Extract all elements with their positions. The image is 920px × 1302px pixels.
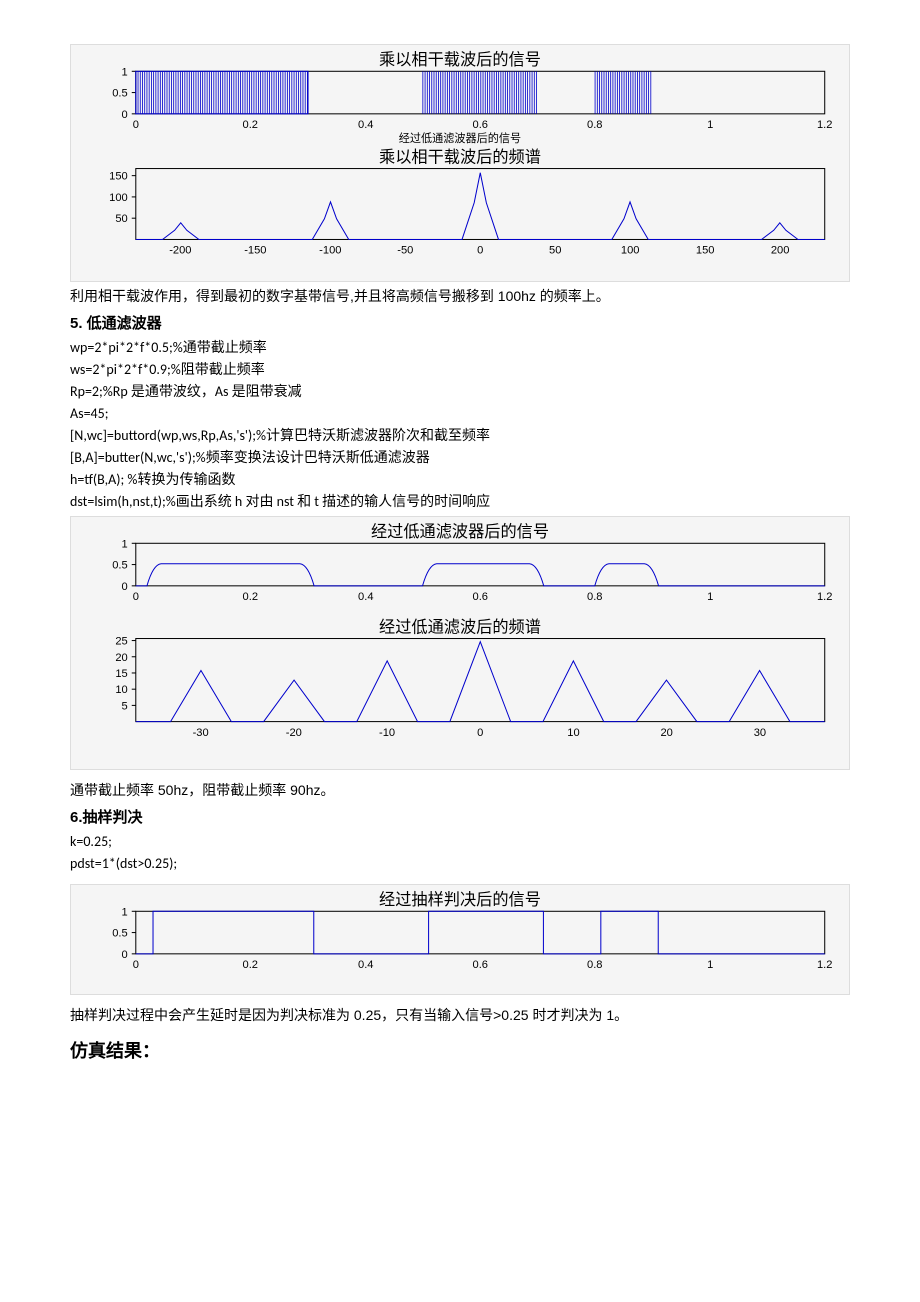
- fig2-p2-axes: [136, 639, 825, 722]
- s5-l1: ws=2*pi*2*f*0.9;%阻带截止频率: [70, 359, 850, 380]
- svg-text:-200: -200: [169, 245, 191, 257]
- fig3-yt2: 1: [122, 906, 128, 918]
- svg-text:-150: -150: [244, 245, 266, 257]
- section5-heading: 5. 低通滤波器: [70, 313, 850, 336]
- svg-text:30: 30: [754, 727, 766, 739]
- svg-text:1.2: 1.2: [817, 119, 832, 131]
- s5-l5: [B,A]=butter(N,wc,'s');%频率变换法设计巴特沃斯低通滤波器: [70, 447, 850, 468]
- svg-text:10: 10: [567, 727, 579, 739]
- fig1-p1-yt0: 0: [122, 109, 128, 121]
- figure-lpf: 经过低通滤波器后的信号 0 0.5 1 0 0.2 0.4 0.6 0.8 1 …: [70, 516, 850, 769]
- fig1-p1-axes: [136, 71, 825, 114]
- svg-text:0.4: 0.4: [358, 591, 373, 603]
- fig3-xticks: 0 0.2 0.4 0.6 0.8 1 1.2: [133, 959, 833, 971]
- fig2-p2-yt1: 10: [115, 685, 127, 697]
- svg-text:0.8: 0.8: [587, 591, 602, 603]
- fig1-svg: 乘以相干载波后的信号 0 0.5 1 0 0.2 0.4 0.6 0.8 1 1…: [75, 49, 845, 277]
- fig1-dense: [136, 71, 651, 114]
- svg-text:200: 200: [771, 245, 790, 257]
- fig1-p2-yt2: 150: [109, 171, 128, 183]
- svg-text:-50: -50: [397, 245, 413, 257]
- svg-text:100: 100: [621, 245, 640, 257]
- fig1-p2-yt0: 50: [115, 213, 127, 225]
- svg-text:0: 0: [133, 591, 139, 603]
- fig1-p1-yt2: 1: [122, 66, 128, 78]
- s5-l4: [N,wc]=buttord(wp,ws,Rp,As,'s');%计算巴特沃斯滤…: [70, 425, 850, 446]
- s5-l7: dst=lsim(h,nst,t);%画出系统 h 对由 nst 和 t 描述的…: [70, 491, 850, 512]
- svg-text:1: 1: [707, 591, 713, 603]
- fig1-p1-signal: [136, 71, 308, 114]
- section6-heading: 6.抽样判决: [70, 807, 850, 830]
- svg-text:0.6: 0.6: [473, 591, 488, 603]
- fig2-p1-axes: [136, 544, 825, 587]
- fig2-p1-xticks: 0 0.2 0.4 0.6 0.8 1 1.2: [133, 591, 833, 603]
- figure-carrier: 乘以相干载波后的信号 0 0.5 1 0 0.2 0.4 0.6 0.8 1 1…: [70, 44, 850, 282]
- fig1-cut-label: 经过低通滤波器后的信号: [399, 131, 521, 145]
- fig1-p2-title: 乘以相干载波后的频谱: [379, 148, 541, 166]
- fig2-spectrum: [136, 642, 825, 722]
- svg-text:-100: -100: [319, 245, 341, 257]
- s5-l6: h=tf(B,A); %转换为传输函数: [70, 469, 850, 490]
- text-after-fig3: 抽样判决过程中会产生延时是因为判决标准为 0.25，只有当输入信号>0.25 时…: [70, 1005, 850, 1026]
- s6-l0: k=0.25;: [70, 831, 850, 852]
- s5-l0: wp=2*pi*2*f*0.5;%通带截止频率: [70, 337, 850, 358]
- fig3-yt0: 0: [122, 949, 128, 961]
- fig2-p2-yt2: 15: [115, 668, 127, 680]
- svg-text:0.4: 0.4: [358, 119, 373, 131]
- svg-text:0.8: 0.8: [587, 959, 602, 971]
- svg-text:1.2: 1.2: [817, 591, 832, 603]
- svg-text:0.6: 0.6: [473, 959, 488, 971]
- svg-text:1: 1: [707, 959, 713, 971]
- svg-text:0: 0: [133, 119, 139, 131]
- fig1-p1-title: 乘以相干载波后的信号: [379, 51, 541, 69]
- fig2-p1-yt2: 1: [121, 539, 127, 551]
- fig1-spectrum: [136, 173, 825, 240]
- fig3-signal: [136, 911, 825, 954]
- fig1-p2-axes: [136, 169, 825, 240]
- fig2-p1-title: 经过低通滤波器后的信号: [371, 524, 549, 542]
- figure-sample: 经过抽样判决后的信号 0 0.5 1 0 0.2 0.4 0.6 0.8 1 1…: [70, 884, 850, 995]
- fig2-p2-yt4: 25: [115, 636, 127, 648]
- s6-l1: pdst=1*(dst>0.25);: [70, 853, 850, 874]
- fig3-svg: 经过抽样判决后的信号 0 0.5 1 0 0.2 0.4 0.6 0.8 1 1…: [75, 889, 845, 990]
- fig1-p2-yt1: 100: [109, 192, 128, 204]
- svg-text:1: 1: [707, 119, 713, 131]
- svg-text:0.2: 0.2: [243, 591, 258, 603]
- svg-text:0.8: 0.8: [587, 119, 602, 131]
- svg-text:0.6: 0.6: [473, 119, 488, 131]
- svg-text:0: 0: [477, 727, 483, 739]
- svg-text:-10: -10: [379, 727, 395, 739]
- fig1-p1-yt1: 0.5: [112, 88, 127, 100]
- result-heading: 仿真结果：: [70, 1038, 850, 1065]
- s5-l3: As=45;: [70, 403, 850, 424]
- fig1-p2-xticks: -200 -150 -100 -50 0 50 100 150 200: [169, 245, 789, 257]
- svg-text:0: 0: [477, 245, 483, 257]
- s5-l2: Rp=2;%Rp 是通带波纹，As 是阻带衰减: [70, 381, 850, 402]
- svg-text:0: 0: [133, 959, 139, 971]
- svg-text:150: 150: [696, 245, 715, 257]
- text-after-fig1: 利用相干载波作用，得到最初的数字基带信号,并且将高频信号搬移到 100hz 的频…: [70, 286, 850, 307]
- fig2-p1-signal: [136, 564, 825, 586]
- svg-text:0.4: 0.4: [358, 959, 373, 971]
- fig3-yt1: 0.5: [112, 928, 127, 940]
- fig3-title: 经过抽样判决后的信号: [379, 891, 541, 909]
- text-after-fig2: 通带截止频率 50hz，阻带截止频率 90hz。: [70, 780, 850, 801]
- fig2-p1-yt0: 0: [121, 581, 127, 593]
- svg-text:0.2: 0.2: [243, 119, 258, 131]
- fig2-p2-xticks: -30 -20 -10 0 10 20 30: [193, 727, 766, 739]
- svg-text:50: 50: [549, 245, 561, 257]
- fig2-p1-yt1: 0.5: [112, 560, 127, 572]
- svg-text:20: 20: [660, 727, 672, 739]
- fig2-p2-yt3: 20: [115, 652, 127, 664]
- svg-text:-20: -20: [286, 727, 302, 739]
- svg-text:-30: -30: [193, 727, 209, 739]
- svg-text:0.2: 0.2: [243, 959, 258, 971]
- fig1-p1-xticks: 0 0.2 0.4 0.6 0.8 1 1.2: [133, 119, 833, 131]
- fig2-p2-yt0: 5: [121, 701, 127, 713]
- fig2-svg: 经过低通滤波器后的信号 0 0.5 1 0 0.2 0.4 0.6 0.8 1 …: [75, 521, 845, 764]
- svg-text:1.2: 1.2: [817, 959, 832, 971]
- fig2-p2-title: 经过低通滤波后的频谱: [379, 619, 541, 637]
- fig3-axes: [136, 911, 825, 954]
